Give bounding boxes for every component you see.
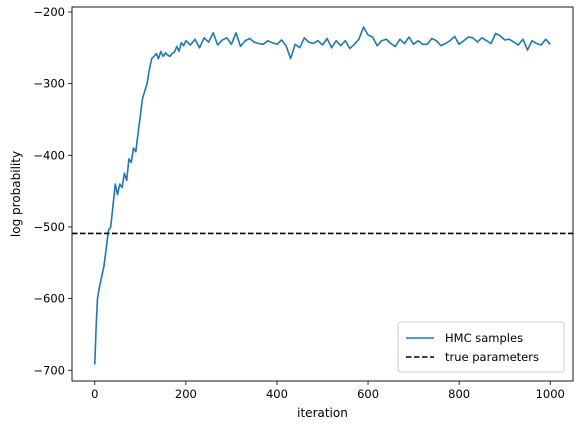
x-axis-title: iteration (297, 406, 348, 420)
y-tick-label: −500 (33, 220, 65, 234)
x-tick-label: 200 (175, 387, 197, 401)
series-line-hmc-samples (94, 26, 551, 365)
y-tick-label: −200 (33, 5, 65, 19)
legend-box (397, 321, 565, 373)
x-tick-label: 1000 (536, 387, 565, 401)
x-tick-label: 0 (91, 387, 98, 401)
data-layer (72, 26, 573, 365)
y-tick-label: −400 (33, 148, 65, 162)
y-tick-label: −300 (33, 77, 65, 91)
y-tick-label: −700 (33, 363, 65, 377)
x-tick-label: 600 (357, 387, 379, 401)
axes-layer: 0 200 400 600 800 1000 −700 −600 −500 −400 −300 −20… (33, 5, 564, 401)
y-axis-title: log probability (9, 151, 23, 237)
x-tick-label: 400 (266, 387, 288, 401)
x-tick-label: 800 (448, 387, 470, 401)
legend-label-hmc-samples: HMC samples (445, 331, 523, 345)
legend-label-true-parameters: true parameters (445, 350, 539, 364)
plot-frame (71, 6, 574, 382)
y-tick-label: −600 (33, 292, 65, 306)
legend: HMC samples true parameters (397, 321, 565, 373)
